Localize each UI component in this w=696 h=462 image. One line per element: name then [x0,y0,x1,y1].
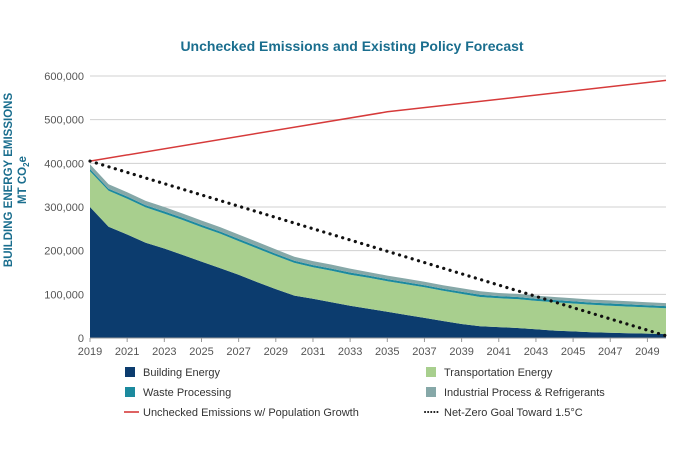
x-tick-label: 2039 [449,346,473,358]
y-axis-label-sub1: 2 [22,162,31,167]
unchecked-emissions-line [89,79,667,162]
x-tick-label: 2045 [561,346,585,358]
y-axis-label-line2: MT CO2e [17,156,31,204]
x-tick-label: 2025 [189,346,213,358]
y-tick-label: 200,000 [44,246,84,258]
x-tick-label: 2047 [598,346,622,358]
y-tick-label: 300,000 [44,202,84,214]
legend-swatch-transportation-energy [426,367,436,377]
net-zero-goal-line [88,159,668,338]
legend: Building Energy Transportation Energy Wast… [124,367,605,419]
legend-swatch-building-energy [125,367,135,377]
x-tick-label: 2033 [338,346,362,358]
legend-label-industrial-process-refrigerants: Industrial Process & Refrigerants [444,387,605,399]
legend-label-waste-processing: Waste Processing [143,387,231,399]
y-tick-label: 400,000 [44,158,84,170]
y-axis-label: BUILDING ENERGY EMISSIONS MT CO2e [3,93,31,268]
gridlines [90,75,666,295]
x-tick-label: 2049 [635,346,659,358]
y-axis-label-sub2: e [17,156,29,162]
legend-label-unchecked-emissions-w-population-growth: Unchecked Emissions w/ Population Growth [143,407,359,419]
legend-label-building-energy: Building Energy [143,367,221,379]
y-tick-label: 500,000 [44,115,84,127]
y-axis-label-line1: BUILDING ENERGY EMISSIONS [3,93,15,268]
area-building-energy [90,207,666,338]
x-tick-label: 2023 [152,346,176,358]
legend-swatch-industrial-process-refrigerants [426,387,436,397]
y-tick-label: 600,000 [44,71,84,83]
legend-swatch-waste-processing [125,387,135,397]
x-tick-label: 2021 [115,346,139,358]
trend-lines [88,79,668,338]
y-axis-label-unit: MT CO [17,167,29,204]
chart-title: Unchecked Emissions and Existing Policy … [180,38,523,54]
x-tick-label: 2019 [78,346,102,358]
x-tick-label: 2037 [412,346,436,358]
axes: 0 100,000 200,000 300,000 400,000 500,000 600,… [44,71,666,358]
x-tick-label: 2027 [226,346,250,358]
legend-label-net-zero-goal-toward-1-5-c: Net-Zero Goal Toward 1.5°C [444,407,583,419]
x-tick-label: 2029 [264,346,288,358]
x-tick-label: 2043 [524,346,548,358]
x-tick-label: 2041 [487,346,511,358]
y-tick-label: 100,000 [44,289,84,301]
x-tick-label: 2031 [301,346,325,358]
legend-label-transportation-energy: Transportation Energy [444,367,553,379]
y-tick-label: 0 [78,333,84,345]
x-tick-label: 2035 [375,346,399,358]
